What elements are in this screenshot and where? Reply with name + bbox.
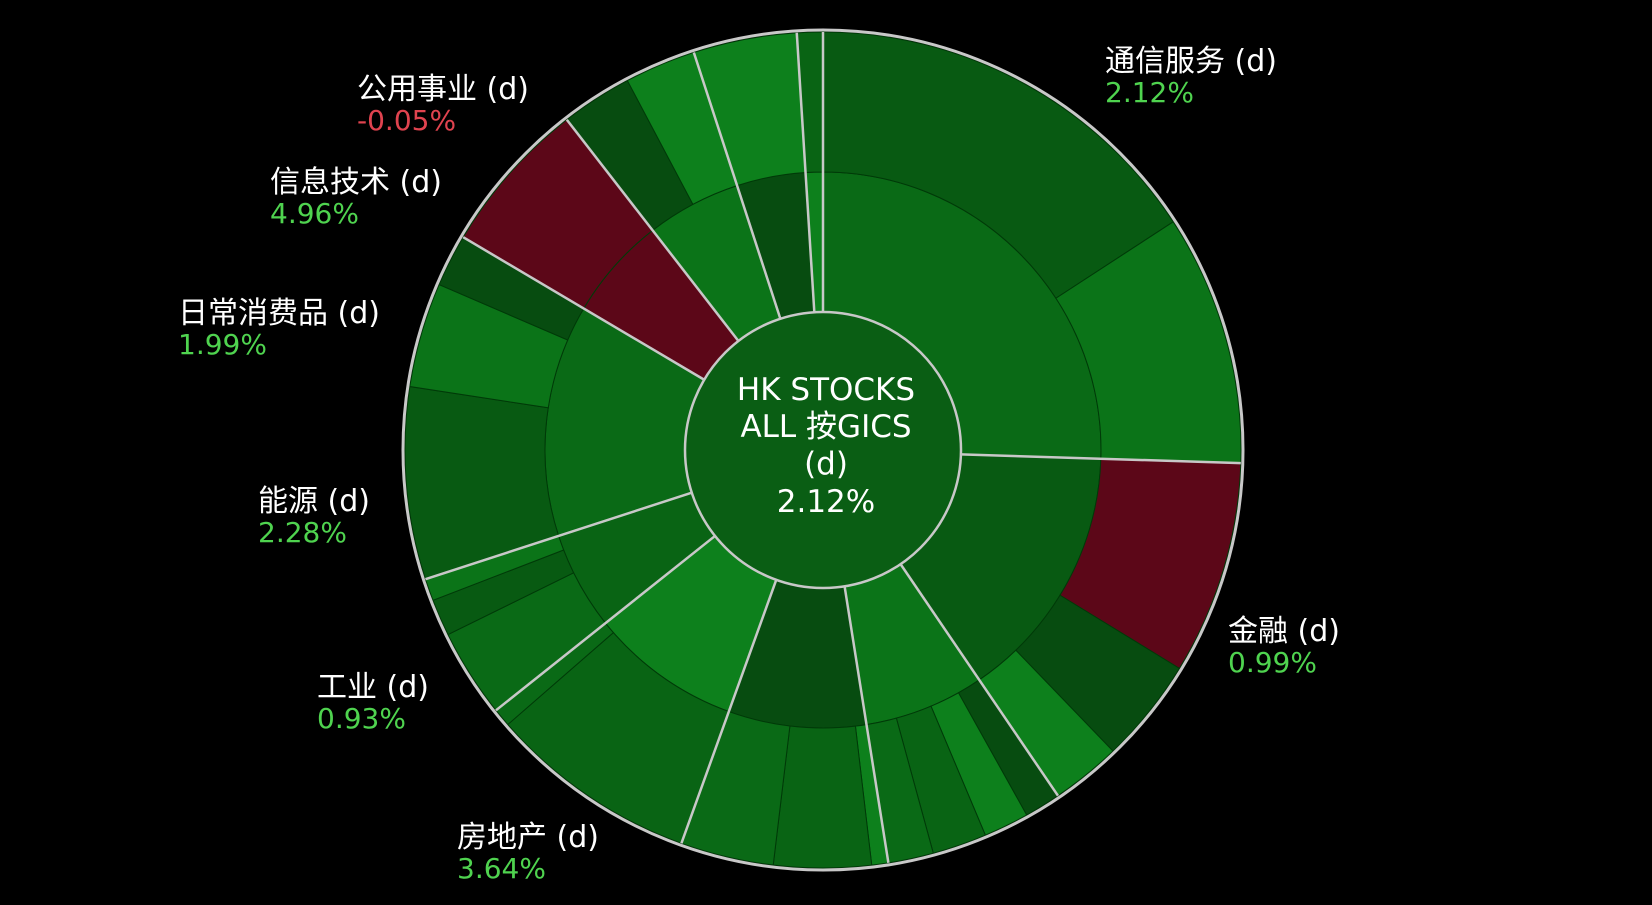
sector-pct: 0.99%	[1228, 646, 1317, 680]
center-title-line3: (d)	[804, 446, 848, 483]
constituent-outer-arc[interactable]	[772, 725, 873, 869]
sector-label-information-technology[interactable]: 信息技术 (d) 4.96%	[270, 165, 442, 231]
outer-ring-border	[401, 28, 1245, 872]
sector-separator	[960, 453, 1241, 465]
chart-center-label: HK STOCKS ALL 按GICS (d) 2.12%	[706, 372, 946, 521]
sector-label-financials[interactable]: 金融 (d) 0.99%	[1228, 614, 1340, 680]
center-title-line2: ALL 按GICS	[740, 409, 912, 446]
center-value: 2.12%	[776, 483, 876, 520]
sector-separator	[495, 534, 716, 712]
constituent-outer-arc[interactable]	[822, 31, 1174, 299]
sector-label-energy[interactable]: 能源 (d) 2.28%	[258, 484, 370, 550]
sector-name: 能源 (d)	[258, 484, 370, 519]
sector-separator	[565, 118, 740, 342]
sector-label-communication[interactable]: 通信服务 (d) 2.12%	[1105, 44, 1277, 110]
sector-name: 日常消费品 (d)	[178, 296, 380, 331]
sector-name: 工业 (d)	[317, 670, 429, 705]
sector-pct: 2.28%	[258, 516, 347, 550]
sector-pct: 0.93%	[317, 702, 406, 736]
sector-pct: 4.96%	[270, 197, 359, 231]
sector-separator	[899, 563, 1059, 797]
sector-separator	[843, 586, 890, 864]
sector-pct: 2.12%	[1105, 76, 1194, 110]
sector-name: 公用事业 (d)	[357, 72, 529, 107]
sector-name: 金融 (d)	[1228, 614, 1340, 649]
sector-separator	[692, 52, 782, 320]
sector-label-utilities[interactable]: 公用事业 (d) -0.05%	[357, 72, 529, 138]
sector-separator	[425, 491, 693, 581]
sector-label-real-estate[interactable]: 房地产 (d) 3.64%	[457, 820, 599, 886]
sector-separator	[680, 579, 778, 844]
sector-pct: 3.64%	[457, 852, 546, 886]
sector-name: 信息技术 (d)	[270, 165, 442, 200]
sector-pct: 1.99%	[178, 328, 267, 362]
sector-separator	[462, 236, 705, 381]
sector-name: 通信服务 (d)	[1105, 44, 1277, 79]
center-disc[interactable]	[683, 310, 963, 590]
sector-label-consumer-staples[interactable]: 日常消费品 (d) 1.99%	[178, 296, 380, 362]
sector-separator	[795, 32, 816, 313]
sector-label-industrials[interactable]: 工业 (d) 0.93%	[317, 670, 429, 736]
sector-name: 房地产 (d)	[457, 820, 599, 855]
sector-pct: -0.05%	[357, 104, 457, 138]
center-title-line1: HK STOCKS	[736, 372, 916, 408]
